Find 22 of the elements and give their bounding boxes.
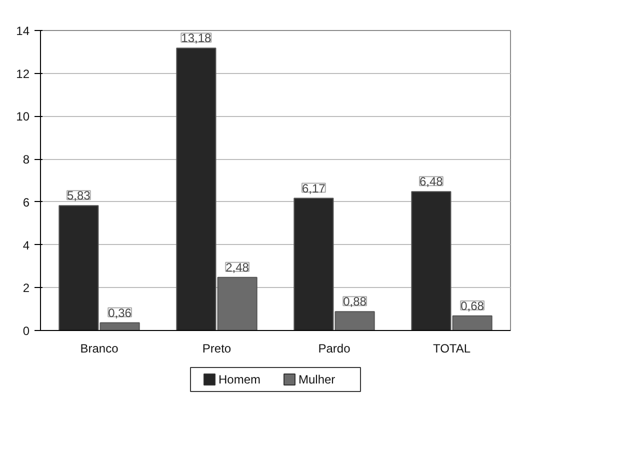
data-label: 6,17 <box>302 181 326 196</box>
y-tick-label: 2 <box>22 281 30 296</box>
data-label: 6,48 <box>420 174 444 189</box>
data-label: 13,18 <box>181 31 212 46</box>
data-label: 2,48 <box>226 260 250 274</box>
legend-label: Mulher <box>298 372 336 386</box>
data-label: 5,83 <box>67 188 91 203</box>
y-tick-label: 8 <box>22 152 30 167</box>
x-tick-label: TOTAL <box>432 342 471 356</box>
x-tick-label: Pardo <box>318 342 351 356</box>
x-tick-label: Branco <box>80 342 119 356</box>
y-tick-label: 12 <box>16 66 30 81</box>
x-tick-label: Preto <box>202 342 232 356</box>
y-tick-label: 6 <box>22 195 30 210</box>
y-tick-label: 14 <box>16 24 30 38</box>
y-tick-label: 4 <box>22 238 30 252</box>
y-tick-label: 10 <box>16 110 30 124</box>
data-label: 0,88 <box>343 294 367 309</box>
y-tick-label: 0 <box>22 324 30 338</box>
data-label: 0,36 <box>108 306 132 320</box>
data-label: 0,68 <box>460 298 484 313</box>
legend-label: Homem <box>218 372 261 386</box>
